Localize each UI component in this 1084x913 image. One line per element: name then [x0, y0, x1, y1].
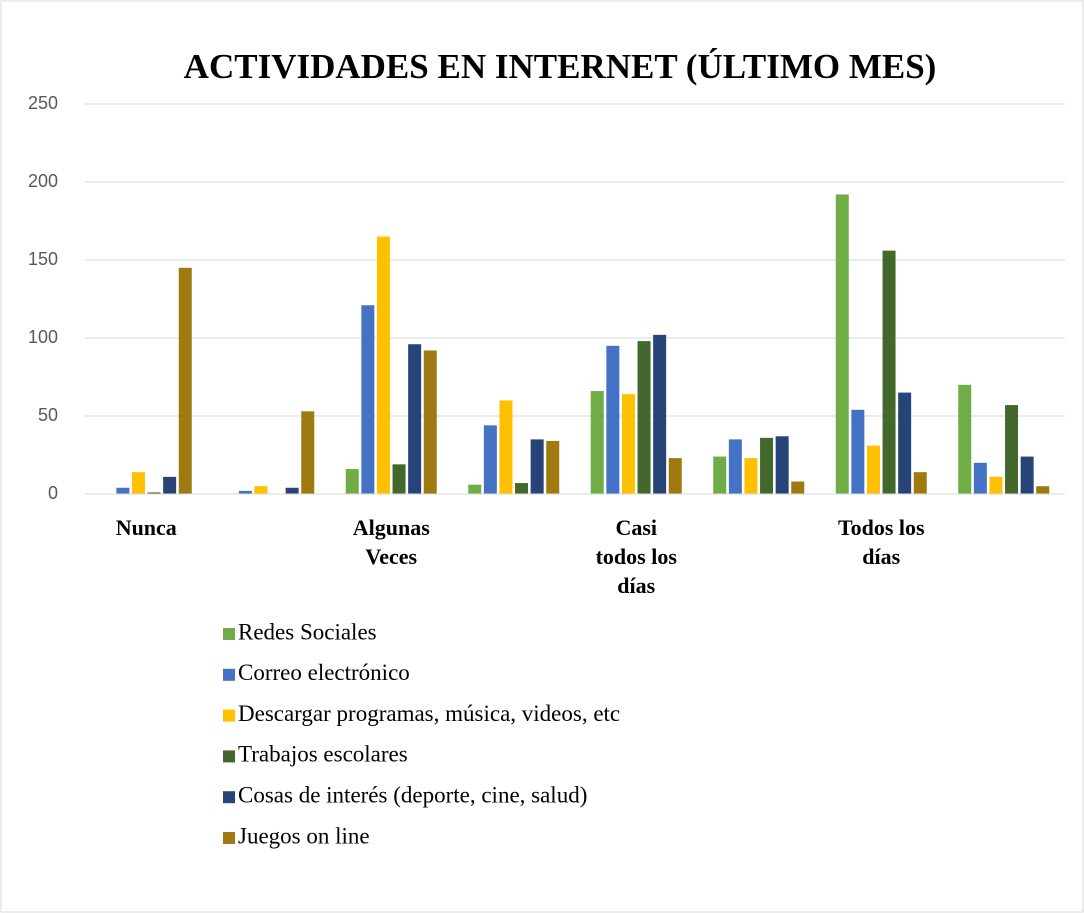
legend-swatch: [223, 750, 235, 763]
y-tick-label: 250: [28, 93, 58, 113]
bar: [621, 394, 635, 494]
bar: [775, 436, 789, 494]
legend-label: Descargar programas, música, videos, etc: [238, 701, 620, 726]
chart-title: ACTIVIDADES EN INTERNET (ÚLTIMO MES): [184, 46, 937, 86]
bar: [254, 486, 268, 494]
bar: [606, 345, 620, 494]
bar: [515, 483, 529, 494]
legend-swatch: [223, 668, 235, 681]
bar: [238, 490, 252, 494]
x-tick-label: Nunca: [116, 515, 177, 540]
bar: [301, 411, 315, 494]
bar: [590, 391, 604, 494]
bar: [530, 439, 544, 494]
bar: [483, 425, 497, 494]
bar: [866, 445, 880, 494]
bar: [392, 464, 406, 494]
bar: [131, 472, 145, 494]
bar: [728, 439, 742, 494]
bar: [668, 458, 682, 494]
bar: [835, 194, 849, 495]
bar: [958, 384, 972, 494]
bar: [285, 487, 299, 494]
legend-label: Cosas de interés (deporte, cine, salud): [238, 782, 587, 807]
bar: [989, 476, 1003, 494]
bar: [345, 469, 359, 494]
legend-swatch: [223, 709, 235, 722]
y-tick-label: 200: [28, 171, 58, 191]
legend-label: Correo electrónico: [238, 660, 410, 685]
bar: [637, 341, 651, 494]
y-tick-label: 100: [28, 327, 58, 347]
bar: [744, 458, 758, 494]
bar: [546, 440, 560, 494]
bar: [1020, 456, 1034, 494]
bar: [408, 344, 422, 494]
bar: [898, 392, 912, 494]
y-tick-label: 50: [38, 405, 58, 425]
bar: [163, 476, 177, 494]
bar: [499, 400, 513, 494]
legend-label: Redes Sociales: [238, 619, 377, 644]
bar: [1005, 405, 1019, 494]
bar: [851, 409, 865, 494]
y-tick-label: 0: [48, 483, 58, 503]
bar: [376, 236, 390, 494]
legend-swatch: [223, 628, 235, 640]
bar: [423, 350, 437, 494]
bar: [760, 437, 774, 494]
bar: [973, 462, 987, 494]
x-tick-label: Casi todos los días: [596, 515, 678, 598]
legend-label: Trabajos escolares: [238, 742, 408, 767]
legend-label: Juegos on line: [238, 823, 370, 848]
bar: [468, 484, 482, 494]
bar: [913, 472, 927, 494]
bar: [882, 250, 896, 494]
bar: [653, 334, 667, 494]
legend-swatch: [223, 832, 235, 844]
y-tick-label: 150: [28, 249, 58, 269]
bar: [713, 456, 727, 494]
bar: [116, 487, 130, 494]
legend-swatch: [223, 791, 235, 804]
bar: [361, 305, 375, 494]
bar: [791, 481, 805, 494]
bar: [147, 492, 161, 494]
x-tick-label: Todos los días: [838, 515, 925, 569]
bar: [178, 267, 192, 494]
x-tick-label: Algunas Veces: [353, 515, 430, 569]
bar: [1036, 486, 1050, 494]
